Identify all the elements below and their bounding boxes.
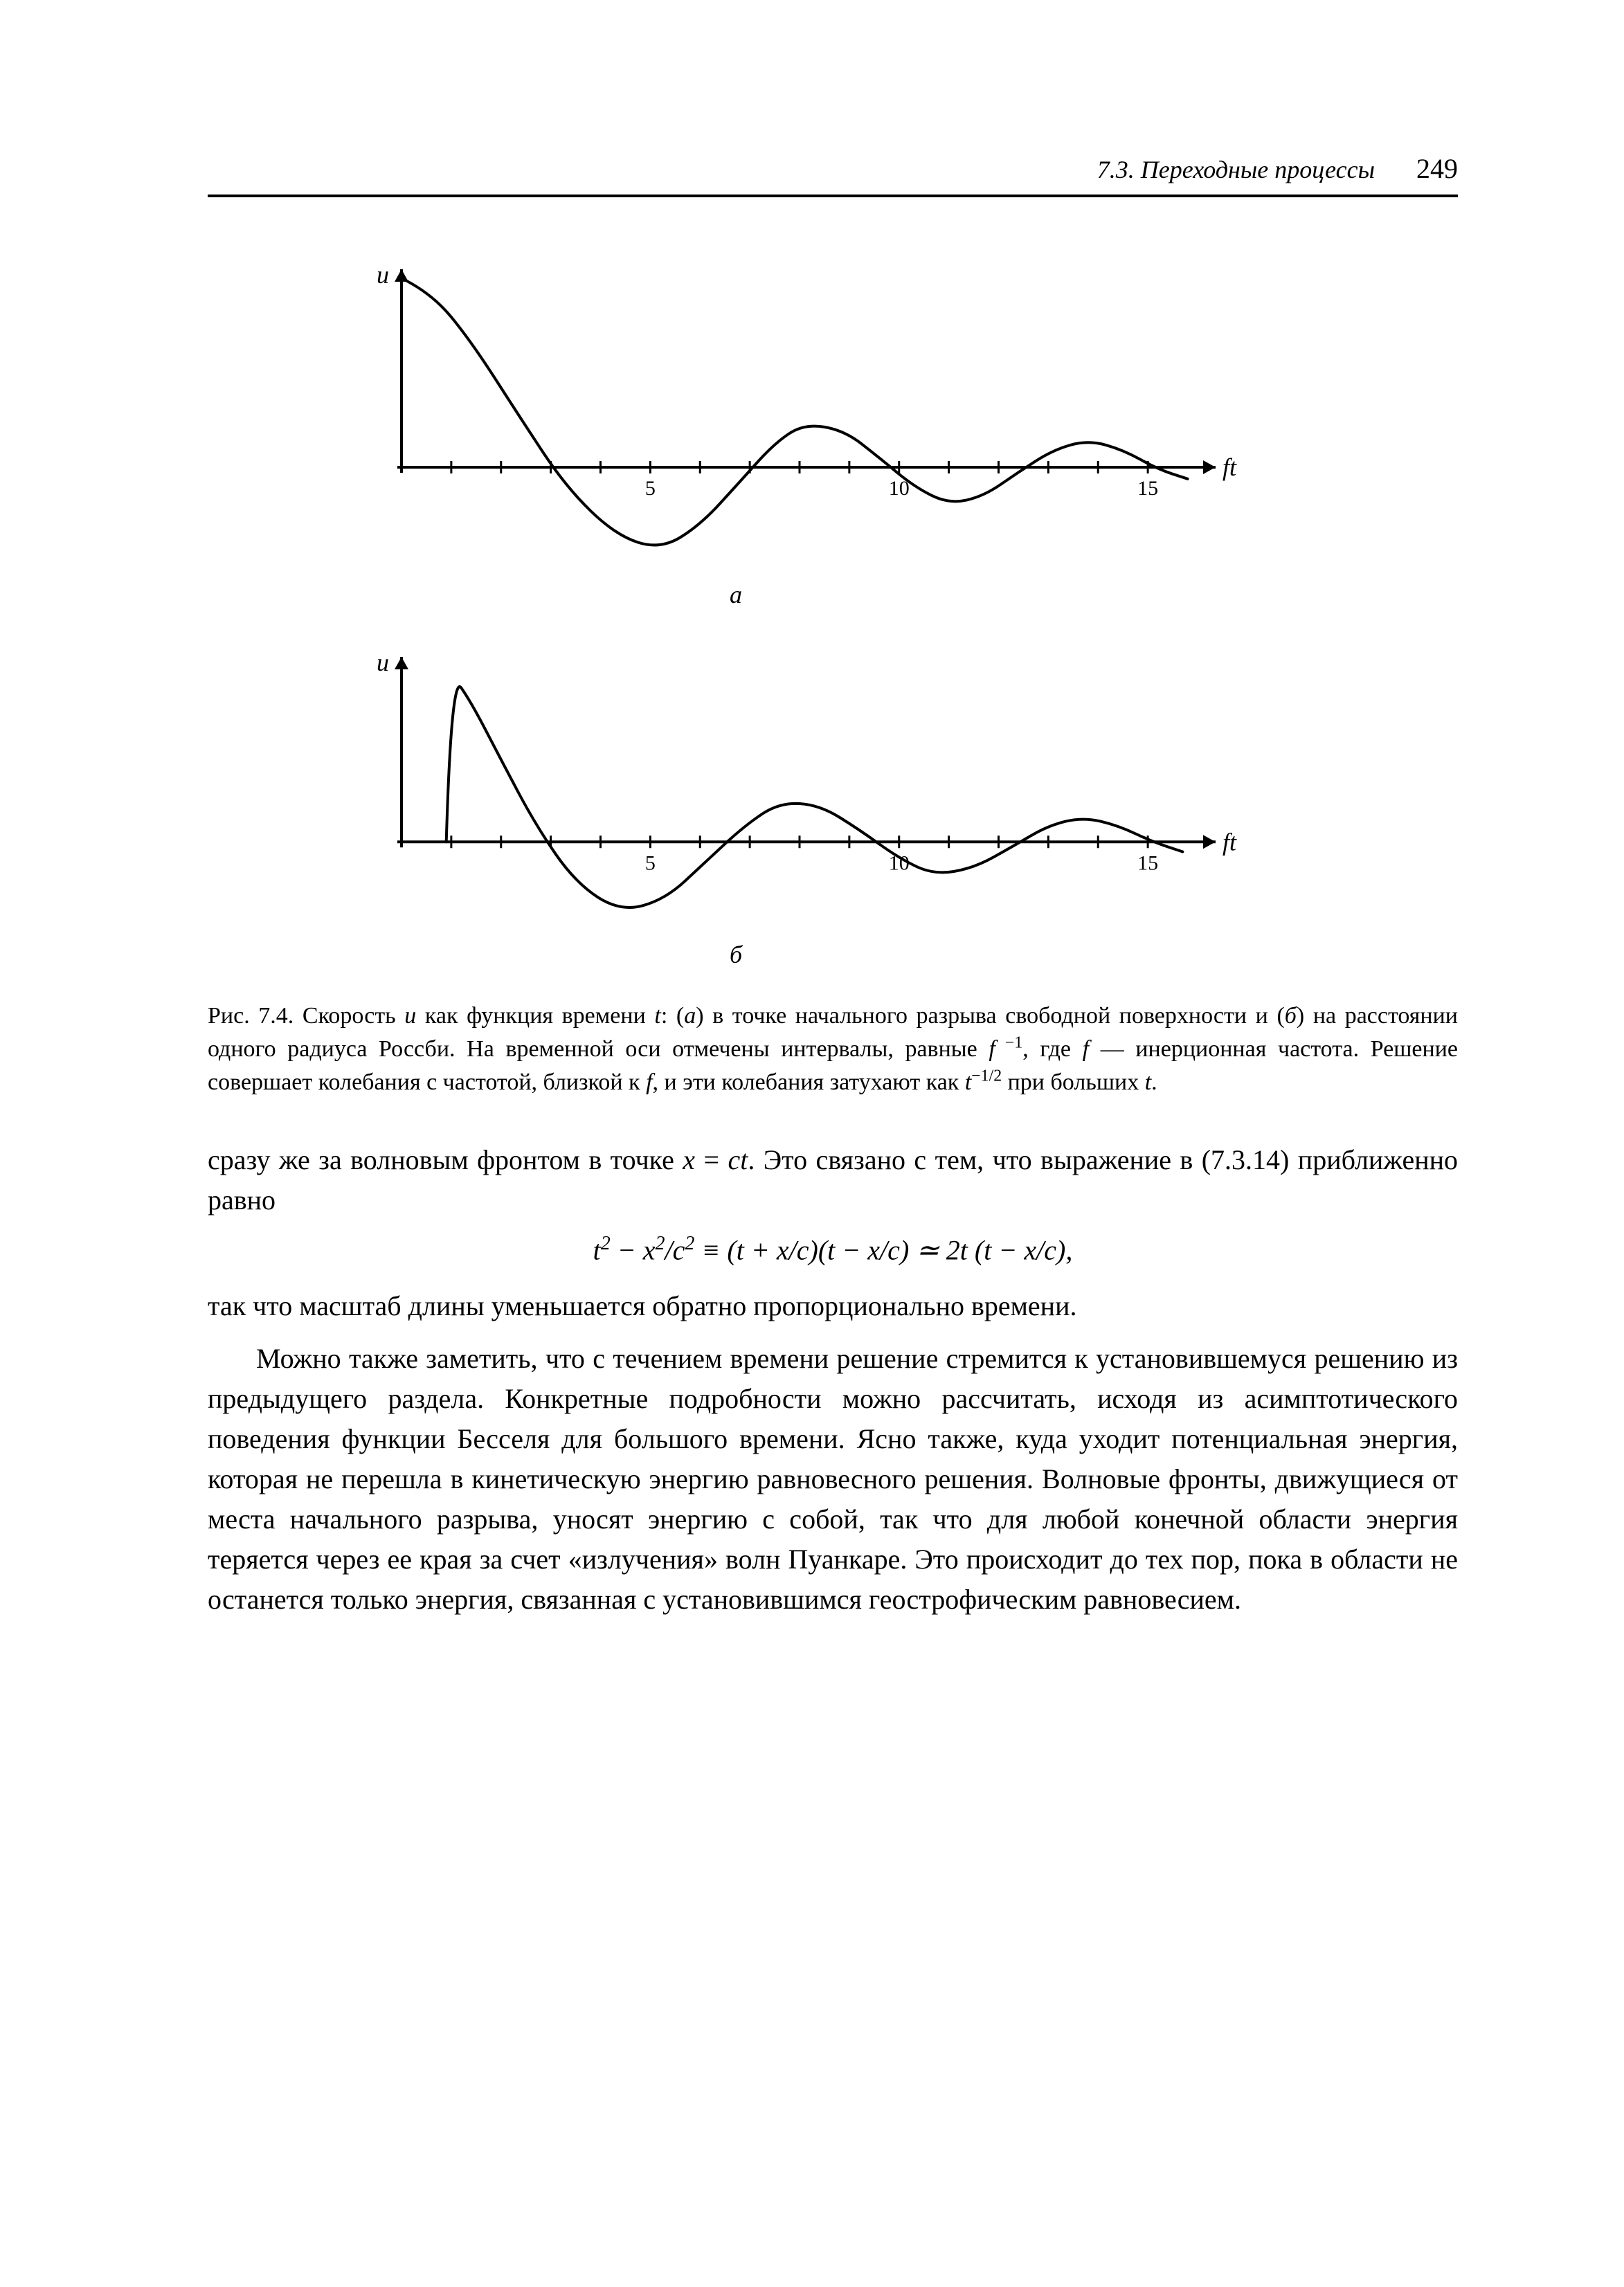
svg-text:u: u — [377, 261, 389, 289]
svg-text:u: u — [377, 649, 389, 676]
svg-text:б: б — [730, 941, 743, 968]
chart-a-svg: 51015uftа — [346, 253, 1246, 613]
figure-7-4-a: 51015uftа — [346, 253, 1458, 613]
paragraph-2: так что масштаб длины уменьшается обратн… — [208, 1286, 1458, 1326]
figure-caption: Рис. 7.4. Скорость u как функция времени… — [208, 1000, 1458, 1099]
paragraph-3: Можно также заметить, что с течением вре… — [208, 1339, 1458, 1620]
caption-body: Скорость u как функция времени t: (а) в … — [208, 1003, 1458, 1095]
svg-text:15: 15 — [1137, 851, 1158, 874]
svg-text:а: а — [730, 581, 742, 608]
page-number: 249 — [1416, 152, 1458, 185]
svg-text:15: 15 — [1137, 477, 1158, 500]
svg-text:ft: ft — [1222, 828, 1237, 856]
figure-7-4-b: 5 10 15 u ft б — [346, 640, 1458, 973]
caption-lead: Рис. 7.4. — [208, 1003, 294, 1029]
svg-text:ft: ft — [1222, 453, 1237, 481]
paragraph-1: сразу же за волновым фронтом в точке x =… — [208, 1140, 1458, 1220]
chart-b-svg: 5 10 15 u ft б — [346, 640, 1246, 973]
svg-text:10: 10 — [889, 851, 910, 874]
svg-text:5: 5 — [645, 851, 656, 874]
svg-text:5: 5 — [645, 477, 656, 500]
section-title: 7.3. Переходные процессы — [1097, 155, 1375, 184]
equation-display: t2 − x2/c2 ≡ (t + x/c)(t − x/c) ≃ 2t (t … — [208, 1233, 1458, 1266]
running-header: 7.3. Переходные процессы 249 — [208, 152, 1458, 197]
